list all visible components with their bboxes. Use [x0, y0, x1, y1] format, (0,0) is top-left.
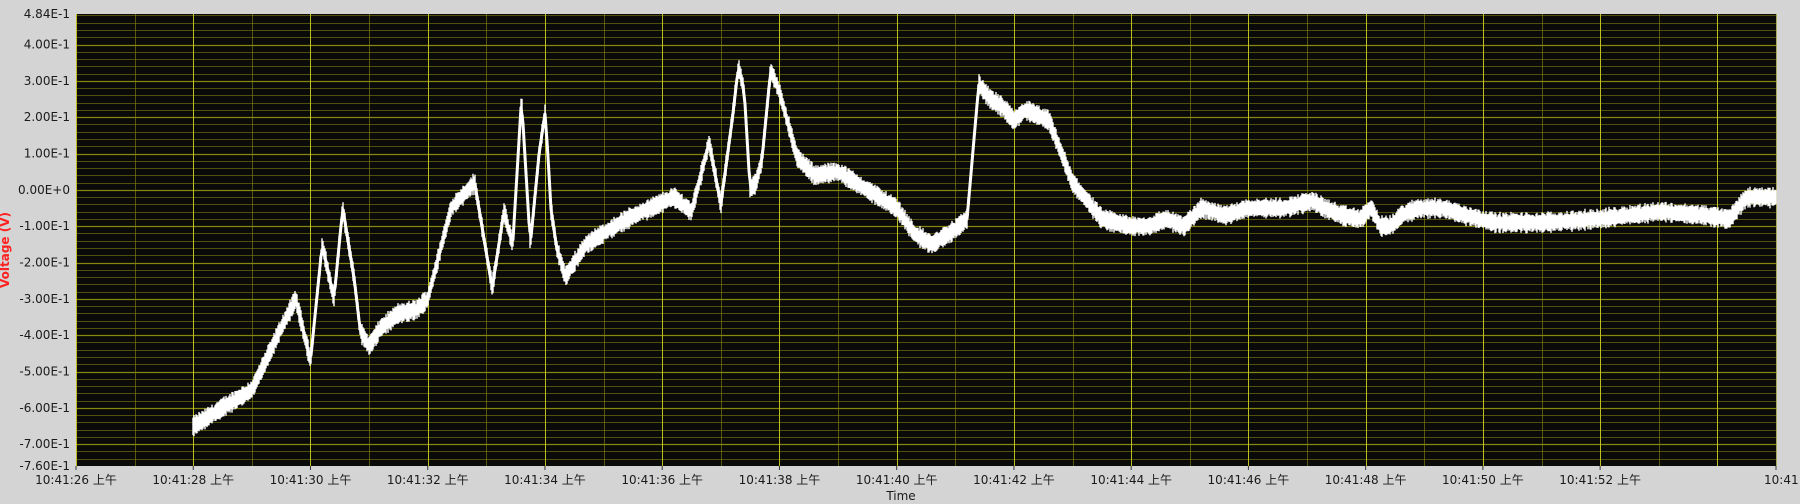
y-tick-label: 3.00E-1	[24, 74, 70, 88]
x-tick-label: 10:41:26 上午	[35, 473, 117, 487]
y-tick-label: 4.00E-1	[24, 38, 70, 52]
x-tick-label: 10:41:40 上午	[856, 473, 938, 487]
x-tick-label: 10:41:50 上午	[1442, 473, 1524, 487]
x-tick-label: 10:41:44 上午	[1090, 473, 1172, 487]
y-tick-label: -7.00E-1	[19, 437, 70, 451]
y-tick-label: 1.00E-1	[24, 147, 70, 161]
y-tick-label: 0.00E+0	[18, 183, 70, 197]
x-tick-label: 10:41:30 上午	[270, 473, 352, 487]
y-tick-label: 4.84E-1	[24, 7, 70, 21]
y-tick-label: -1.00E-1	[19, 219, 70, 233]
x-axis-label: Time	[885, 489, 915, 503]
x-tick-label: 10:41:28 上午	[152, 473, 234, 487]
y-tick-label: -3.00E-1	[19, 292, 70, 306]
x-tick-label: 10:41:46 上午	[1208, 473, 1290, 487]
x-tick-label: 10:41:36 上午	[621, 473, 703, 487]
x-tick-label: 10:41:32 上午	[387, 473, 469, 487]
x-tick-label: 10:41:42 上午	[973, 473, 1055, 487]
x-tick-label: 10:41:48 上午	[1325, 473, 1407, 487]
y-tick-label: -4.00E-1	[19, 328, 70, 342]
y-axis-label: Voltage (V)	[0, 212, 12, 288]
x-tick-label: 10:41:52 上午	[1559, 473, 1641, 487]
y-tick-label: -2.00E-1	[19, 256, 70, 270]
y-tick-label: 2.00E-1	[24, 110, 70, 124]
y-tick-label: -6.00E-1	[19, 401, 70, 415]
x-tick-label: 10:41:55 上	[1764, 473, 1800, 487]
y-tick-label: -7.60E-1	[19, 459, 70, 473]
x-tick-label: 10:41:34 上午	[504, 473, 586, 487]
y-tick-label: -5.00E-1	[19, 365, 70, 379]
x-tick-label: 10:41:38 上午	[739, 473, 821, 487]
